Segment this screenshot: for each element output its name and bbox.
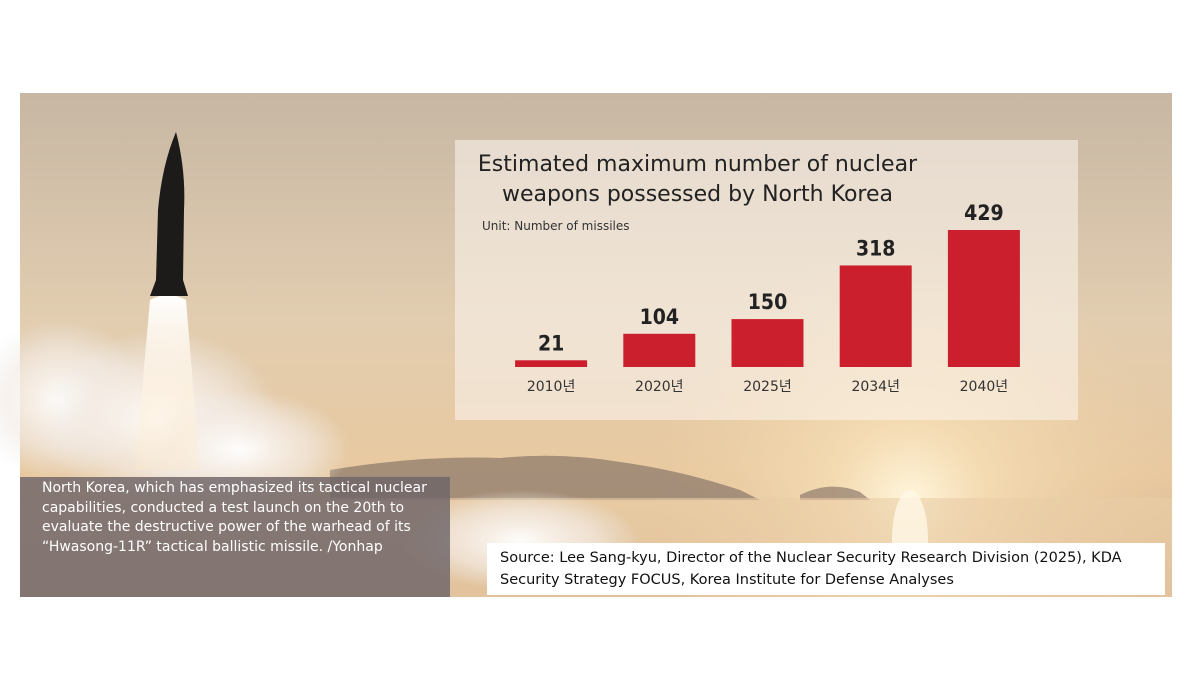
x-tick-label: 2020년 [635, 379, 684, 395]
island [800, 486, 870, 500]
x-tick-label: 2010년 [527, 379, 576, 395]
bar [947, 230, 1020, 367]
bar [515, 360, 588, 367]
bar [623, 333, 696, 367]
value-label: 429 [964, 201, 1003, 225]
caption-box [20, 477, 450, 597]
missile [150, 132, 188, 296]
photo-caption: North Korea, which has emphasized its ta… [42, 480, 427, 555]
bar [839, 265, 912, 367]
x-tick-label: 2034년 [851, 379, 900, 395]
value-label: 150 [748, 290, 787, 314]
value-label: 21 [538, 331, 564, 355]
source-box [487, 543, 1165, 595]
source-note: Source: Lee Sang-kyu, Director of the Nu… [500, 550, 1122, 588]
x-tick-label: 2040년 [960, 379, 1009, 395]
value-label: 104 [640, 305, 679, 329]
flame [135, 295, 200, 470]
x-tick-label: 2025년 [743, 379, 792, 395]
bar [731, 319, 804, 367]
unit-label: Unit: Number of missiles [482, 219, 630, 233]
value-label: 318 [856, 236, 895, 260]
chart-title: Estimated maximum number of nuclear weap… [477, 152, 918, 207]
